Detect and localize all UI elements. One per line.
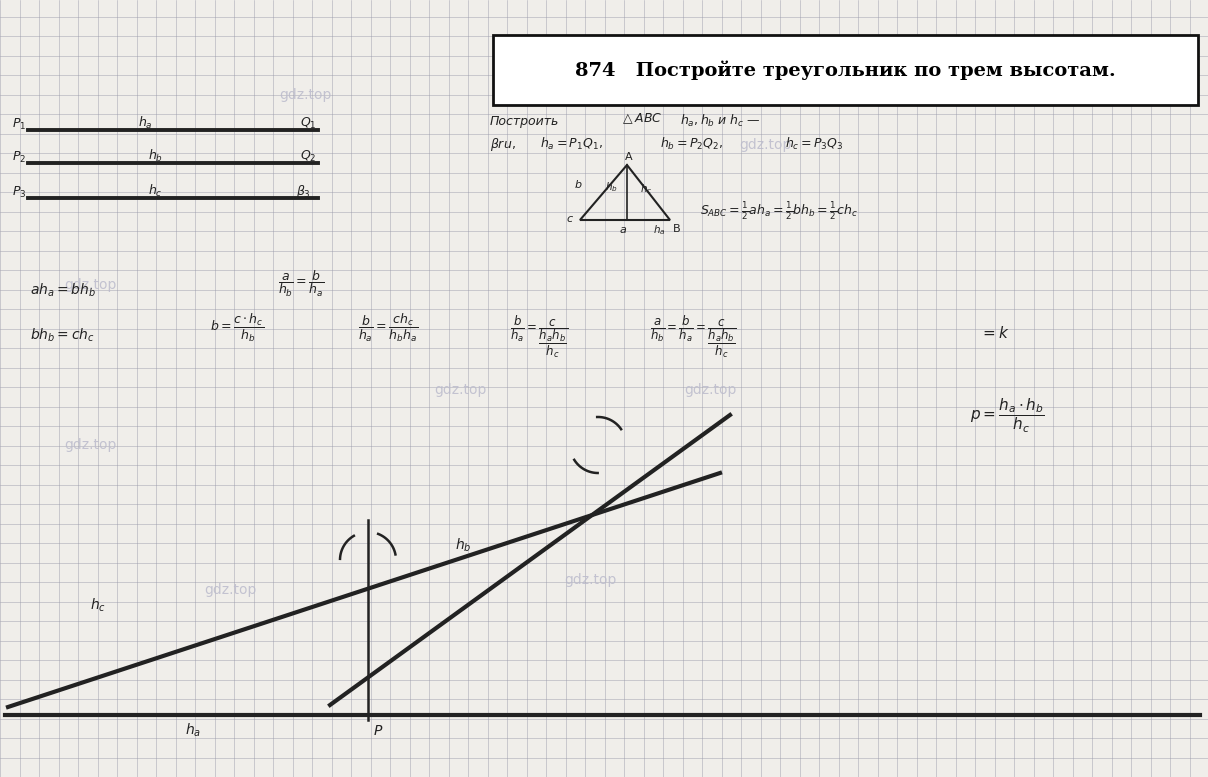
Text: Построить: Построить xyxy=(490,115,559,128)
Text: $\dfrac{b}{h_a} {=} \dfrac{ch_c}{h_b h_a}$: $\dfrac{b}{h_a} {=} \dfrac{ch_c}{h_b h_a… xyxy=(358,312,418,344)
Text: $h_a$: $h_a$ xyxy=(185,722,201,740)
Text: B: B xyxy=(673,224,680,234)
Text: $h_b$: $h_b$ xyxy=(455,537,471,555)
Text: $P_1$: $P_1$ xyxy=(12,117,27,132)
Text: $bh_b = ch_c$: $bh_b = ch_c$ xyxy=(30,327,95,344)
Text: $h_c = P_3Q_3$: $h_c = P_3Q_3$ xyxy=(785,136,843,152)
Text: $\dfrac{a}{h_b} {=} \dfrac{b}{h_a} {=} \dfrac{c}{\dfrac{h_a h_b}{h_c}}$: $\dfrac{a}{h_b} {=} \dfrac{b}{h_a} {=} \… xyxy=(650,315,737,360)
Text: $ah_a = bh_b$: $ah_a = bh_b$ xyxy=(30,282,95,299)
Text: $h_a$: $h_a$ xyxy=(654,223,666,237)
Text: $\triangle ABC$: $\triangle ABC$ xyxy=(620,111,662,126)
Text: $h_c$: $h_c$ xyxy=(149,183,163,199)
Text: $h_a, h_b$ и $h_c$ —: $h_a, h_b$ и $h_c$ — xyxy=(680,113,761,129)
Text: $Q_1$: $Q_1$ xyxy=(300,116,316,131)
Text: gdz.top: gdz.top xyxy=(739,138,791,152)
Text: $P$: $P$ xyxy=(373,724,383,738)
Text: $b = \dfrac{c \cdot h_c}{h_b}$: $b = \dfrac{c \cdot h_c}{h_b}$ xyxy=(210,312,265,344)
Text: c: c xyxy=(567,214,573,224)
Text: $h_a = P_1Q_1,$: $h_a = P_1Q_1,$ xyxy=(540,136,603,152)
Text: $h_a$: $h_a$ xyxy=(138,115,152,131)
Text: $\beta_3$: $\beta_3$ xyxy=(296,183,310,200)
Text: gdz.top: gdz.top xyxy=(564,573,616,587)
Text: $h_c$: $h_c$ xyxy=(640,182,652,196)
Text: $Q_2$: $Q_2$ xyxy=(300,149,316,164)
Text: $P_2$: $P_2$ xyxy=(12,150,27,165)
Bar xyxy=(493,35,1198,105)
Text: A: A xyxy=(625,152,633,162)
Text: b: b xyxy=(575,180,582,190)
Text: $h_c$: $h_c$ xyxy=(91,597,106,615)
Text: gdz.top: gdz.top xyxy=(64,278,116,292)
Text: 874   Постройте треугольник по трем высотам.: 874 Постройте треугольник по трем высота… xyxy=(575,60,1116,80)
Text: gdz.top: gdz.top xyxy=(279,88,331,102)
Text: a: a xyxy=(620,225,627,235)
Text: $P_3$: $P_3$ xyxy=(12,185,27,200)
Text: $\beta ru,$: $\beta ru,$ xyxy=(490,136,516,153)
Text: $h_b$: $h_b$ xyxy=(605,180,617,193)
Text: $\dfrac{b}{h_a} {=} \dfrac{c}{\dfrac{h_a h_b}{h_c}}$: $\dfrac{b}{h_a} {=} \dfrac{c}{\dfrac{h_a… xyxy=(510,315,568,360)
Text: $= k$: $= k$ xyxy=(980,325,1010,341)
Text: gdz.top: gdz.top xyxy=(64,438,116,452)
Text: gdz.top: gdz.top xyxy=(204,583,256,597)
Text: gdz.top: gdz.top xyxy=(434,383,486,397)
Text: $h_b$: $h_b$ xyxy=(149,148,163,164)
Text: $h_b{=}P_2Q_2,$: $h_b{=}P_2Q_2,$ xyxy=(660,136,724,152)
Text: $\dfrac{a}{h_b} = \dfrac{b}{h_a}$: $\dfrac{a}{h_b} = \dfrac{b}{h_a}$ xyxy=(278,270,325,299)
Text: gdz.top: gdz.top xyxy=(684,383,736,397)
Text: $S_{ABC}{=}\frac{1}{2}ah_a{=}\frac{1}{2}bh_b{=}\frac{1}{2}ch_c$: $S_{ABC}{=}\frac{1}{2}ah_a{=}\frac{1}{2}… xyxy=(699,200,859,222)
Text: $p = \dfrac{h_a \cdot h_b}{h_c}$: $p = \dfrac{h_a \cdot h_b}{h_c}$ xyxy=(970,396,1045,434)
